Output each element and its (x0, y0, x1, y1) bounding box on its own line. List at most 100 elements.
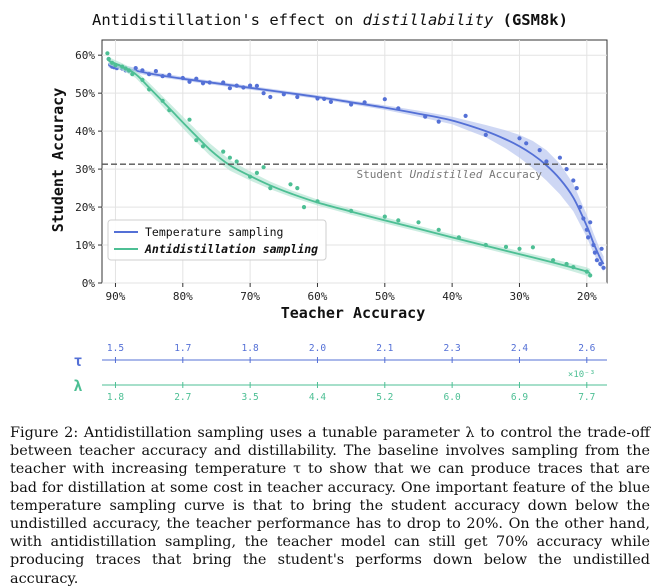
data-point (581, 216, 586, 221)
y-tick-label: 40% (75, 125, 95, 138)
data-point (106, 56, 111, 62)
data-point (167, 72, 172, 77)
reference-label-italic: Undistilled (410, 168, 483, 181)
data-point (599, 246, 604, 251)
reference-label-prefix: Student (357, 168, 410, 181)
data-point (254, 170, 259, 175)
data-point (227, 86, 232, 91)
x-tick-label: 90% (106, 290, 126, 303)
data-point (423, 114, 428, 119)
data-point (126, 68, 131, 73)
data-point (571, 265, 576, 270)
data-point (207, 80, 212, 85)
data-point (200, 144, 206, 149)
data-point (503, 244, 509, 249)
data-point (537, 148, 542, 153)
data-point (234, 159, 239, 164)
secondary-tick-label: 2.3 (444, 343, 461, 354)
data-point (315, 96, 320, 101)
data-point (295, 186, 300, 191)
data-point (564, 167, 569, 172)
data-point (416, 220, 421, 225)
x-tick-label: 70% (240, 290, 260, 303)
data-point (295, 94, 300, 100)
data-point (588, 273, 593, 278)
secondary-axis-tau: τ 1.5 1.7 1.8 2.0 2.1 2.3 2.4 2.6 (73, 343, 607, 370)
x-tick-label: 20% (577, 290, 597, 303)
data-point (382, 97, 387, 102)
undistilled-reference-label: Student Undistilled Accuracy (357, 168, 543, 181)
data-point (601, 265, 606, 270)
data-point (349, 208, 354, 213)
data-point (571, 178, 576, 183)
data-point (382, 214, 387, 219)
data-point (120, 64, 125, 69)
y-tick-label: 50% (75, 87, 95, 100)
data-point (396, 218, 401, 223)
data-point (456, 235, 461, 240)
x-tick-label: 40% (442, 290, 462, 303)
y-tick-label: 10% (75, 239, 95, 252)
data-point (194, 138, 199, 143)
data-point (598, 261, 603, 267)
legend-box (107, 219, 327, 261)
data-point (261, 91, 266, 96)
data-point (261, 165, 266, 170)
data-point (281, 92, 286, 97)
data-point (180, 75, 185, 81)
data-point (396, 106, 401, 111)
data-point (227, 155, 232, 160)
data-point (436, 227, 441, 232)
y-tick-label: 30% (75, 163, 95, 176)
lambda-symbol: λ (73, 377, 82, 395)
data-point (241, 85, 246, 90)
y-tick-label: 20% (75, 201, 95, 214)
secondary-tick-label: 1.7 (174, 343, 191, 354)
secondary-axis-lambda: λ 1.8 2.7 3.5 4.4 5.2 6.0 6.9 7.7 ×10⁻³ (73, 370, 607, 400)
trend-line (108, 60, 591, 275)
y-tick-label: 60% (75, 49, 95, 62)
data-point (268, 94, 273, 100)
data-point (436, 119, 441, 124)
data-point (234, 83, 239, 88)
trend-line (108, 63, 605, 265)
secondary-axes: τ 1.5 1.7 1.8 2.0 2.1 2.3 2.4 2.6 λ 1.8 2.7 3.5 4.4 5.… (73, 343, 607, 400)
data-point (322, 96, 327, 101)
data-point (254, 83, 259, 88)
data-point (301, 205, 307, 210)
data-point (362, 100, 367, 105)
data-point (594, 258, 600, 263)
data-point (268, 186, 273, 191)
data-point (194, 76, 199, 81)
reference-label-suffix: Accuracy (482, 168, 542, 181)
legend-label: Antidistillation sampling (144, 242, 318, 256)
data-point (328, 99, 333, 104)
data-point (105, 51, 110, 56)
data-point (288, 182, 293, 187)
chart-title-prefix: Antidistillation's effect on (92, 11, 363, 29)
data-point (187, 117, 192, 122)
lambda-multiplier-label: ×10⁻³ (568, 370, 595, 380)
data-point (517, 246, 522, 251)
secondary-tick-label: 3.5 (242, 392, 259, 400)
chart-title: Antidistillation's effect on distillabil… (92, 11, 568, 29)
y-tick-label: 0% (82, 277, 96, 290)
series-temperature (106, 56, 606, 272)
figure-caption: Figure 2: Antidistillation sampling uses… (10, 425, 650, 587)
data-point (130, 72, 135, 77)
series-antidistillation (105, 51, 593, 279)
data-point (160, 74, 165, 79)
chart-title-italic: distillability (363, 11, 494, 29)
x-tick-label: 50% (375, 290, 395, 303)
data-point (113, 63, 118, 68)
x-tick-label: 60% (308, 290, 328, 303)
secondary-tick-label: 2.7 (174, 392, 191, 400)
secondary-tick-label: 1.8 (107, 392, 124, 400)
data-point (248, 83, 253, 88)
data-point (544, 159, 549, 164)
data-point (557, 155, 563, 160)
data-point (315, 199, 320, 204)
data-point (588, 220, 593, 225)
data-point (200, 81, 206, 86)
data-point (110, 60, 115, 65)
